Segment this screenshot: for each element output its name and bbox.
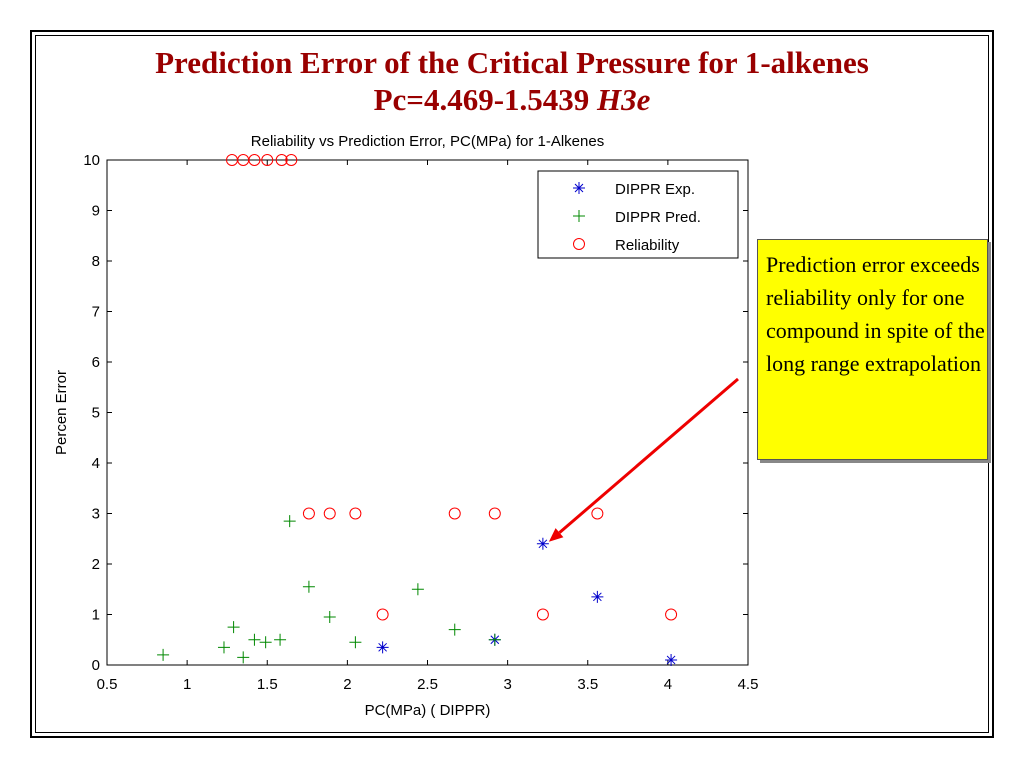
- legend-marker: [573, 182, 585, 194]
- x-tick-label: 2.5: [417, 676, 438, 693]
- data-point: [302, 507, 315, 520]
- data-point: [261, 154, 274, 166]
- y-tick-label: 9: [92, 203, 100, 220]
- slide-outer-frame: [30, 30, 994, 738]
- data-point: [349, 507, 362, 520]
- annotation-callout: Prediction error exceeds reliability onl…: [757, 239, 988, 460]
- data-point: [259, 636, 272, 649]
- y-axis-label: Percen Error: [53, 370, 70, 455]
- slide-title: Prediction Error of the Critical Pressur…: [40, 44, 984, 118]
- x-tick-label: 0.5: [97, 676, 118, 693]
- data-point: [376, 641, 389, 654]
- formula-prefix: Pc=4.469-1.5439: [373, 82, 598, 117]
- y-tick-label: 2: [92, 556, 100, 573]
- x-tick-label: 1: [183, 676, 191, 693]
- data-point: [285, 154, 298, 166]
- y-tick-label: 5: [92, 405, 100, 422]
- data-point: [376, 608, 389, 621]
- legend-label: DIPPR Pred.: [615, 209, 701, 226]
- data-point: [665, 653, 678, 666]
- x-tick-label: 3: [503, 676, 511, 693]
- annotation-arrow-line: [558, 377, 739, 534]
- legend-marker: [573, 238, 585, 250]
- data-point: [323, 507, 336, 520]
- slide-title-line-2: Pc=4.469-1.5439 H3e: [40, 81, 984, 118]
- series-reliability: [225, 154, 678, 621]
- x-tick-label: 3.5: [577, 676, 598, 693]
- x-tick-label: 1.5: [257, 676, 278, 693]
- data-point: [217, 641, 230, 654]
- data-point: [488, 633, 501, 646]
- legend: DIPPR Exp. DIPPR Pred. Reliability: [537, 170, 739, 259]
- data-point: [448, 507, 461, 520]
- legend-box: [537, 170, 739, 259]
- y-tick-label: 8: [92, 253, 100, 270]
- data-point: [302, 580, 315, 593]
- y-tick-label: 1: [92, 607, 100, 624]
- y-tick-label: 6: [92, 354, 100, 371]
- data-point: [349, 636, 362, 649]
- data-point: [283, 515, 296, 528]
- data-point: [591, 590, 604, 603]
- legend-label: DIPPR Exp.: [615, 181, 695, 198]
- x-axis-label: PC(MPa) ( DIPPR): [365, 702, 491, 719]
- data-point: [237, 651, 250, 664]
- data-point: [274, 633, 287, 646]
- x-tick-label: 4.5: [738, 676, 759, 693]
- x-tick-label: 2: [343, 676, 351, 693]
- data-point: [411, 583, 424, 596]
- x-tick-label: 4: [664, 676, 672, 693]
- data-point: [536, 608, 549, 621]
- data-point: [248, 633, 261, 646]
- data-point: [591, 507, 604, 520]
- annotation-arrow-head: [548, 528, 564, 542]
- series-dippr-pred: [157, 515, 501, 664]
- formula-variable: H3e: [597, 82, 651, 117]
- data-point: [323, 611, 336, 624]
- data-point: [488, 507, 501, 520]
- data-point: [227, 621, 240, 634]
- y-tick-label: 4: [92, 455, 100, 472]
- slide-title-line-1: Prediction Error of the Critical Pressur…: [155, 45, 869, 80]
- data-point: [248, 154, 261, 166]
- data-point: [536, 537, 549, 550]
- data-point: [665, 608, 678, 621]
- y-tick-label: 7: [92, 304, 100, 321]
- chart-title: Reliability vs Prediction Error, PC(MPa)…: [251, 133, 604, 150]
- legend-marker: [573, 210, 585, 222]
- y-tick-label: 0: [92, 657, 100, 674]
- slide-inner-frame: [35, 35, 989, 733]
- y-tick-label: 10: [83, 152, 100, 169]
- data-point: [448, 623, 461, 636]
- data-point: [157, 648, 170, 661]
- data-point: [275, 154, 288, 166]
- legend-label: Reliability: [615, 237, 680, 254]
- y-tick-label: 3: [92, 506, 100, 523]
